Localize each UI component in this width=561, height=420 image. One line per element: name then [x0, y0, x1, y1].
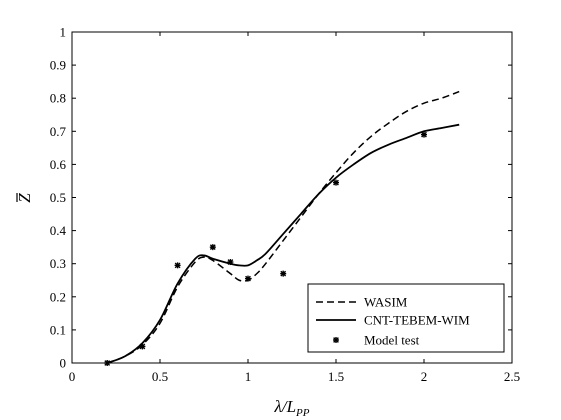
y-tick-label: 0.3 — [50, 256, 66, 271]
model-test-point — [421, 131, 427, 138]
model-test-point — [139, 343, 146, 350]
y-tick-label: 0.6 — [50, 157, 67, 172]
series-layer — [104, 90, 460, 366]
legend: WASIM CNT-TEBEM-WIM Model test — [307, 283, 505, 353]
x-tick-label: 2.5 — [504, 369, 520, 384]
y-axis-ticks: 0 0.1 0.2 0.3 0.4 0.5 0.6 0.7 0.8 0.9 1 — [50, 25, 512, 371]
model-test-point — [104, 360, 111, 366]
legend-label: Model test — [364, 333, 420, 348]
x-tick-label: 0.5 — [152, 369, 168, 384]
x-tick-label: 1.5 — [328, 369, 344, 384]
legend-label: WASIM — [364, 295, 408, 310]
y-tick-label: 0.8 — [50, 91, 66, 106]
model-test-point — [209, 244, 216, 251]
svg-text:Z: Z — [15, 193, 34, 203]
wasim-line — [106, 90, 460, 364]
x-tick-label: 0 — [69, 369, 76, 384]
y-tick-label: 0.5 — [50, 190, 66, 205]
x-axis-ticks: 0 0.5 1 1.5 2 2.5 — [69, 32, 520, 384]
model-test-point — [245, 275, 251, 282]
cnt-tebem-wim-line — [106, 123, 460, 364]
y-tick-label: 1 — [60, 25, 67, 40]
model-test-point — [333, 179, 339, 186]
x-axis-label: λ/LPP — [274, 397, 310, 419]
y-tick-label: 0.7 — [50, 124, 67, 139]
y-tick-label: 0.4 — [50, 223, 67, 238]
y-axis-label: Z — [15, 193, 34, 203]
x-tick-label: 1 — [245, 369, 252, 384]
legend-label: CNT-TEBEM-WIM — [364, 313, 470, 328]
y-tick-label: 0 — [60, 356, 67, 371]
model-test-point — [174, 262, 181, 269]
model-test-point — [280, 270, 287, 277]
legend-marker-model-test — [333, 337, 339, 343]
y-tick-label: 0.1 — [50, 322, 66, 337]
legend-box — [307, 283, 505, 353]
x-tick-label: 2 — [421, 369, 428, 384]
y-tick-label: 0.9 — [50, 58, 66, 73]
model-test-point — [227, 259, 234, 266]
y-tick-label: 0.2 — [50, 289, 66, 304]
